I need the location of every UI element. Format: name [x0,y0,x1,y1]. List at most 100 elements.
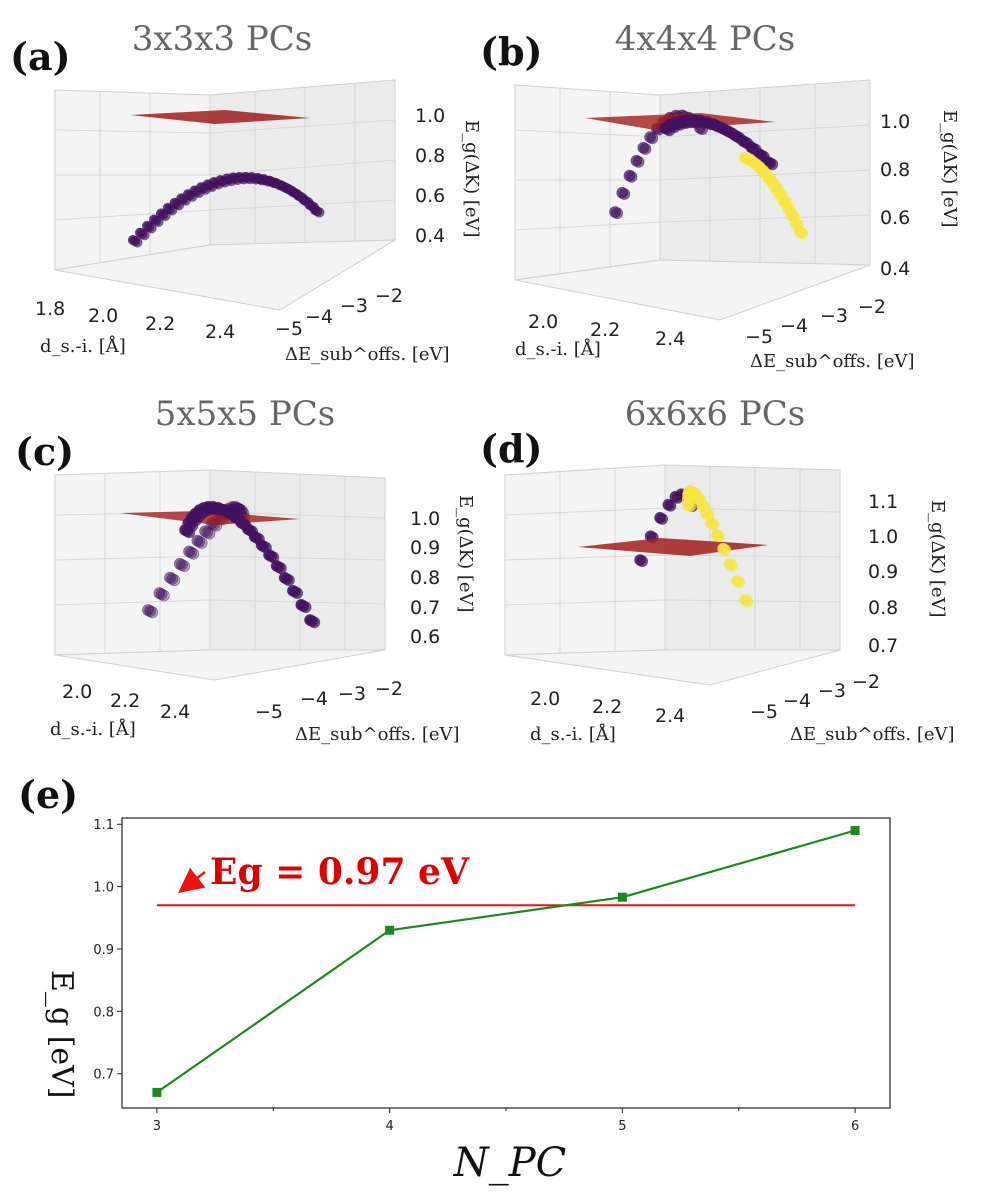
panel-e-line-chart: (e) 0.7 0.8 0.9 1.0 1.1 3 4 5 6 Eg = 0.97 eV E_… [18,772,891,1186]
panel-d-ytick: −2 [852,671,880,693]
scatter-point [733,576,746,589]
panel-d-3d-plot: (d) 6x6x6 PCs 1.1 1.0 0.9 0.8 0.7 E_g(ΔK… [480,394,955,745]
panel-c-ytick: −2 [375,678,403,700]
panel-d-ztick: 0.8 [868,597,898,619]
x-tick-label: 4 [385,1119,393,1134]
scatter-point [646,132,659,145]
scatter-point [713,530,725,543]
x-tick-label: 5 [618,1119,626,1134]
panel-d-ytick: −5 [750,701,778,723]
panel-c-title: 5x5x5 PCs [155,394,335,434]
data-point [385,925,395,935]
scatter-point [166,573,178,585]
scatter-point [158,589,170,602]
scatter-point [719,544,732,556]
panel-d-xtick: 2.2 [592,696,622,718]
panel-b-xtick: 2.2 [590,319,620,341]
panel-a-ztick: 1.0 [415,105,445,127]
panel-b-xtick: 2.4 [655,328,685,350]
panel-b-ztick: 0.8 [880,159,910,181]
panel-c-ztick: 0.8 [410,567,440,589]
panel-a-ytick: −3 [340,295,368,317]
panel-a-scatter [127,171,325,248]
panel-c-xtick: 2.0 [62,681,92,703]
scatter-point [132,237,143,248]
panel-b-label: (b) [480,29,543,74]
panel-c-ylabel: ΔE_sub^offs. [eV] [295,724,460,745]
scatter-point [195,537,208,549]
panel-c-xtick: 2.2 [110,690,140,712]
panel-d-xtick: 2.0 [530,688,560,710]
y-tick-label: 0.9 [93,943,114,958]
panel-e-y-ticks: 0.7 0.8 0.9 1.0 1.1 [93,818,122,1083]
series-markers [152,825,860,1097]
panel-d-title: 6x6x6 PCs [625,394,805,434]
panel-b-ytick: −4 [780,315,808,337]
panel-e-x-ticks: 3 4 5 6 [153,1108,859,1134]
scatter-point [664,499,677,512]
panel-a-ztick: 0.6 [415,185,445,207]
reference-annotation: Eg = 0.97 eV [210,851,470,893]
scatter-point [618,188,631,200]
panel-c-xtick: 2.4 [160,701,190,723]
scatter-point [625,171,638,183]
panel-b-3d-plot: (b) 4x4x4 PCs 1.0 0.8 0.6 0.4 E_g(ΔK) [e… [480,19,960,372]
panel-a-xtick: 1.8 [35,298,65,320]
scatter-point [299,601,312,614]
scatter-point [707,518,720,531]
scatter-point [766,158,779,171]
panel-a-ytick: −2 [375,285,403,307]
panel-a-ytick: −4 [305,306,333,328]
x-tick-label: 3 [153,1119,161,1134]
scatter-point [796,227,809,239]
panel-a-title: 3x3x3 PCs [132,19,312,59]
panel-a-floor-pane [54,239,397,311]
panel-c-ztick: 1.0 [410,508,440,530]
panel-a-3d-plot: (a) 3x3x3 PCs 1.0 0.8 0.6 0.4 E_g(ΔK) [e… [10,19,482,365]
panel-b-ztick: 0.6 [880,207,910,229]
panel-c-zlabel: E_g(ΔK) [eV] [455,495,476,613]
panel-a-ylabel: ΔE_sub^offs. [eV] [285,344,450,365]
panel-c-ztick: 0.6 [410,626,440,648]
panel-b-ztick: 1.0 [880,111,910,133]
scatter-point [187,547,200,560]
panel-a-ztick: 0.4 [415,225,445,247]
y-tick-label: 1.1 [93,818,114,833]
panel-b-xlabel: d_s.-i. [Å] [515,338,601,360]
scatter-point [291,587,304,599]
scatter-point [146,606,159,619]
scatter-point [168,574,181,586]
panel-d-scatter [681,484,754,608]
panel-a-zlabel: E_g(ΔK) [eV] [461,120,482,238]
panel-c-scatter [179,500,321,629]
panel-c-label: (c) [15,429,74,474]
scatter-point [185,546,197,559]
panel-b-ylabel: ΔE_sub^offs. [eV] [750,351,915,372]
panel-d-floor-pane [504,649,841,686]
scatter-point [283,574,295,587]
panel-c-ztick: 0.9 [410,537,440,559]
panel-b-xtick: 2.0 [528,311,558,333]
panel-d-ztick: 0.9 [868,561,898,583]
panel-d-zlabel: E_g(ΔK) [eV] [927,500,948,618]
panel-c-eg-plane [120,511,300,525]
panel-a-xtick: 2.4 [205,321,235,343]
panel-d-xlabel: d_s.-i. [Å] [530,723,616,745]
panel-a-ztick: 0.8 [415,145,445,167]
panel-b-title: 4x4x4 PCs [615,19,795,59]
panel-a-eg-plane [130,110,310,124]
scatter-point [636,555,649,568]
panel-b-ztick: 0.4 [880,258,910,280]
panel-d-ztick: 0.7 [868,635,898,657]
panel-d-ytick: −3 [818,680,846,702]
scatter-point [632,156,645,168]
panel-e-ylabel: E_g [eV] [44,970,79,1098]
panel-c-floor-pane [54,649,386,681]
y-tick-label: 1.0 [93,881,114,896]
scatter-point [741,595,754,608]
scatter-point [314,207,325,218]
scatter-point [308,616,321,629]
panel-a-xlabel: d_s.-i. [Å] [40,335,126,357]
panel-b-ytick: −3 [820,305,848,327]
